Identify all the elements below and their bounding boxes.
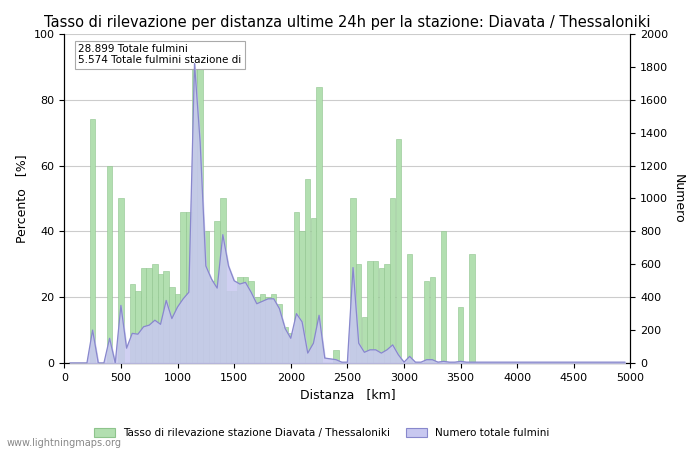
- Bar: [469, 254, 475, 363]
- Bar: [146, 268, 152, 363]
- Bar: [169, 287, 174, 363]
- Bar: [276, 304, 282, 363]
- Bar: [186, 212, 192, 363]
- Bar: [441, 231, 447, 363]
- Bar: [407, 254, 412, 363]
- Title: Tasso di rilevazione per distanza ultime 24h per la stazione: Diavata / Thessalo: Tasso di rilevazione per distanza ultime…: [44, 15, 650, 30]
- Bar: [311, 218, 316, 363]
- Bar: [384, 264, 390, 363]
- Bar: [141, 268, 146, 363]
- Bar: [209, 281, 214, 363]
- Bar: [152, 264, 158, 363]
- Bar: [362, 317, 367, 363]
- Bar: [175, 294, 180, 363]
- Bar: [118, 198, 124, 363]
- Bar: [214, 221, 220, 363]
- Bar: [90, 120, 95, 363]
- Text: 28.899 Totale fulmini
5.574 Totale fulmini stazione di: 28.899 Totale fulmini 5.574 Totale fulmi…: [78, 44, 242, 65]
- Bar: [107, 166, 112, 363]
- Bar: [181, 212, 186, 363]
- Bar: [271, 294, 277, 363]
- Bar: [390, 198, 395, 363]
- Legend: Tasso di rilevazione stazione Diavata / Thessaloniki, Numero totale fulmini: Tasso di rilevazione stazione Diavata / …: [90, 424, 554, 442]
- Y-axis label: Percento   [%]: Percento [%]: [15, 154, 28, 243]
- Bar: [192, 57, 197, 363]
- Bar: [373, 261, 379, 363]
- Bar: [282, 327, 288, 363]
- Bar: [305, 179, 311, 363]
- Bar: [356, 264, 361, 363]
- Bar: [294, 212, 299, 363]
- Bar: [197, 63, 203, 363]
- Bar: [395, 139, 401, 363]
- Bar: [164, 271, 169, 363]
- Bar: [243, 277, 248, 363]
- Bar: [130, 284, 135, 363]
- Bar: [430, 277, 435, 363]
- Bar: [458, 307, 463, 363]
- Bar: [232, 291, 237, 363]
- Bar: [260, 294, 265, 363]
- Bar: [203, 231, 209, 363]
- Bar: [316, 86, 322, 363]
- Text: www.lightningmaps.org: www.lightningmaps.org: [7, 438, 122, 448]
- Bar: [220, 198, 225, 363]
- Bar: [226, 291, 231, 363]
- Bar: [135, 291, 141, 363]
- Bar: [248, 281, 254, 363]
- Bar: [333, 350, 339, 363]
- Bar: [237, 277, 242, 363]
- Bar: [379, 268, 384, 363]
- Bar: [254, 297, 260, 363]
- Y-axis label: Numero: Numero: [672, 174, 685, 223]
- Bar: [300, 231, 304, 363]
- Bar: [158, 274, 163, 363]
- Bar: [368, 261, 372, 363]
- Bar: [424, 281, 429, 363]
- Bar: [350, 198, 356, 363]
- X-axis label: Distanza   [km]: Distanza [km]: [300, 388, 395, 401]
- Bar: [288, 333, 293, 363]
- Bar: [265, 297, 271, 363]
